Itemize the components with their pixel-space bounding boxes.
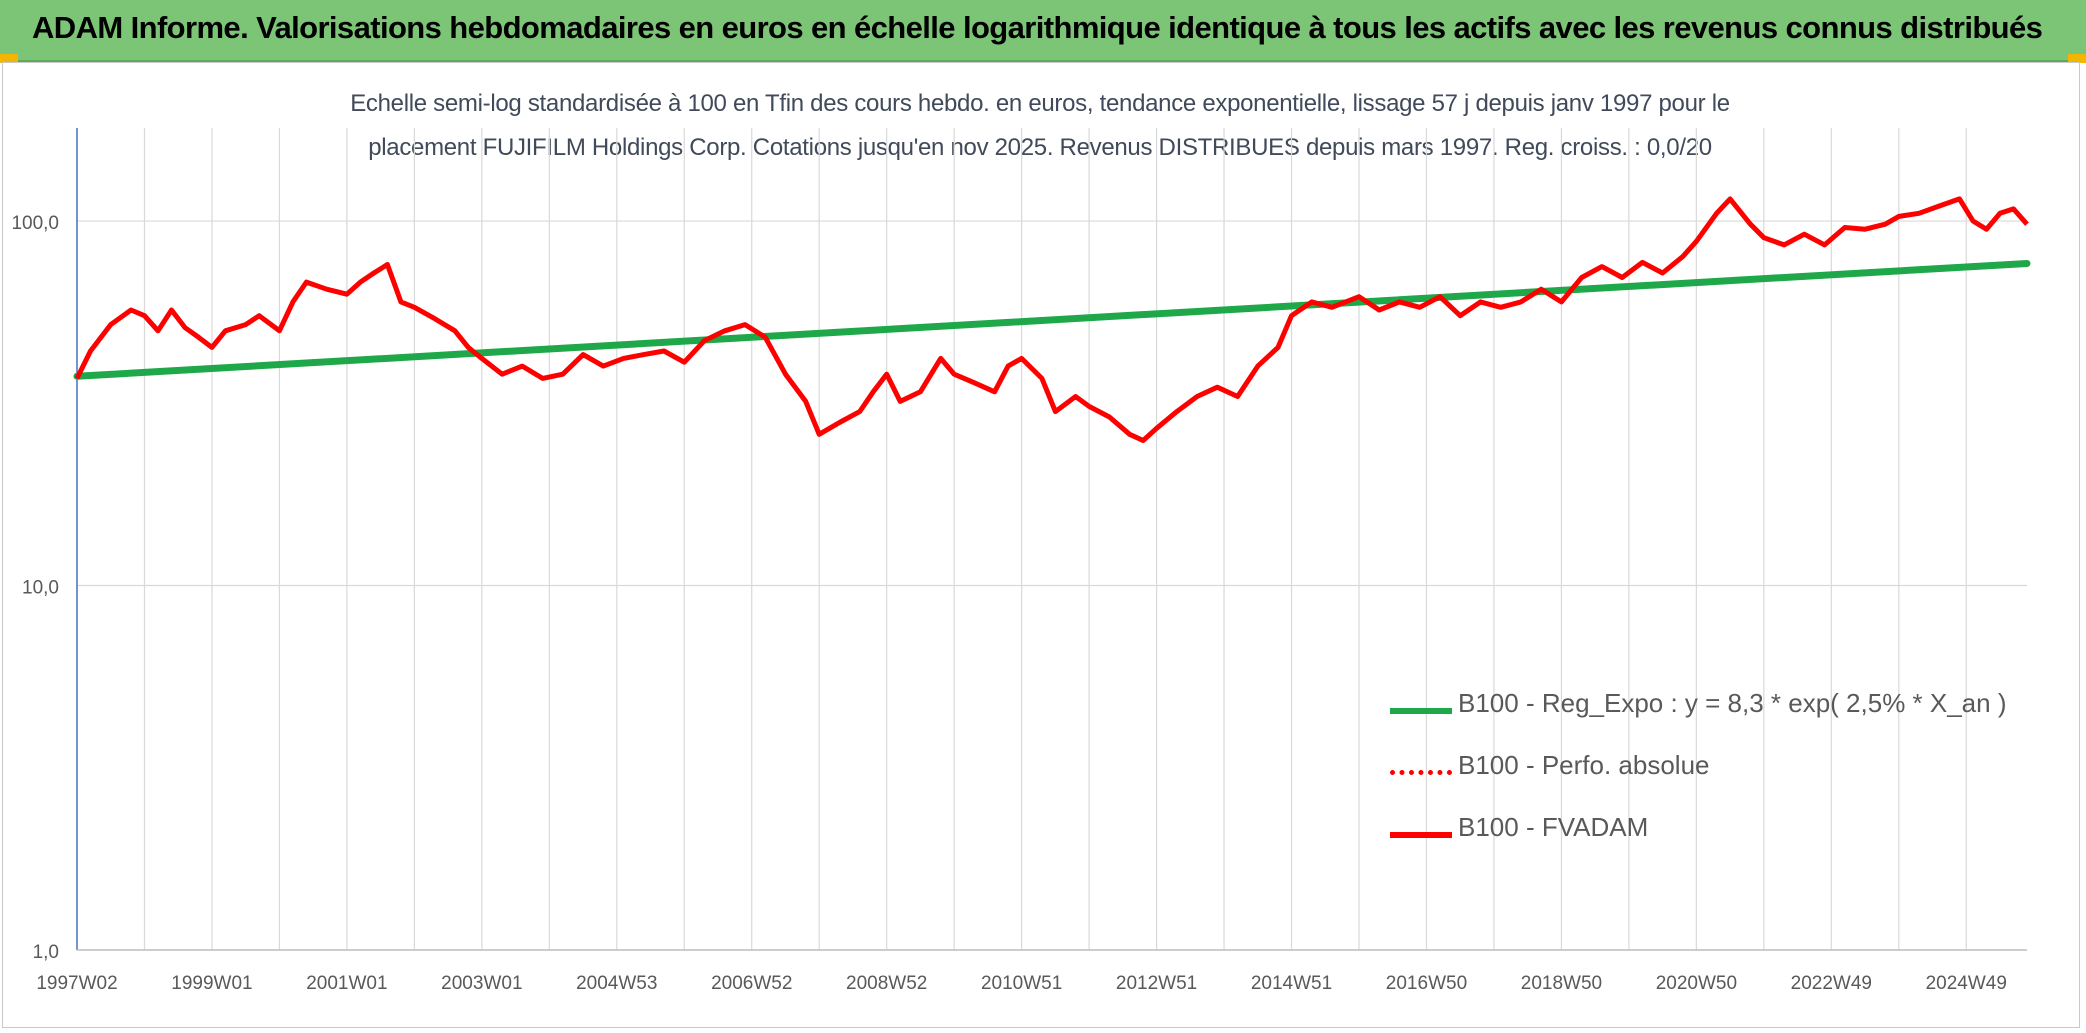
legend-label-perfo: B100 - Perfo. absolue	[1458, 750, 1710, 780]
corner-accent-left	[0, 54, 18, 63]
x-tick-label: 2022W49	[1791, 973, 1872, 994]
x-tick-label: 2006W52	[711, 973, 792, 994]
legend-label-fvadam: B100 - FVADAM	[1458, 812, 1649, 842]
x-tick-label: 2012W51	[1116, 973, 1197, 994]
series-fvadam-line	[74, 196, 2029, 443]
report-banner: ADAM Informe. Valorisations hebdomadaire…	[0, 0, 2086, 62]
legend-swatch-fvadam	[1390, 832, 1452, 838]
x-tick-label: 2001W01	[306, 973, 387, 994]
legend-swatch-perfo	[1390, 770, 1452, 775]
chart-title-line2: placement FUJIFILM Holdings Corp. Cotati…	[368, 134, 1712, 161]
x-tick-label: 2024W49	[1926, 973, 2007, 994]
legend-swatch-regression	[1390, 708, 1452, 714]
chart-frame	[2, 62, 2080, 1028]
y-tick-label: 10,0	[22, 578, 59, 599]
x-tick-label: 2003W01	[441, 973, 522, 994]
x-tick-label: 2008W52	[846, 973, 927, 994]
corner-accent-right	[2068, 54, 2086, 63]
report-title: ADAM Informe. Valorisations hebdomadaire…	[32, 10, 2043, 45]
x-tick-label: 2004W53	[576, 973, 657, 994]
x-tick-label: 2020W50	[1656, 973, 1737, 994]
legend-label-regression: B100 - Reg_Expo : y = 8,3 * exp( 2,5% * …	[1458, 688, 2007, 718]
x-tick-label: 2014W51	[1251, 973, 1332, 994]
x-tick-label: 2010W51	[981, 973, 1062, 994]
y-tick-label: 100,0	[11, 213, 59, 234]
x-tick-label: 2018W50	[1521, 973, 1602, 994]
series-regression-line	[73, 259, 2031, 380]
y-tick-label: 1,0	[33, 942, 59, 963]
x-tick-label: 1999W01	[171, 973, 252, 994]
chart-title-line1: Echelle semi-log standardisée à 100 en T…	[350, 90, 1730, 117]
x-tick-label: 2016W50	[1386, 973, 1467, 994]
x-tick-label: 1997W02	[36, 973, 117, 994]
